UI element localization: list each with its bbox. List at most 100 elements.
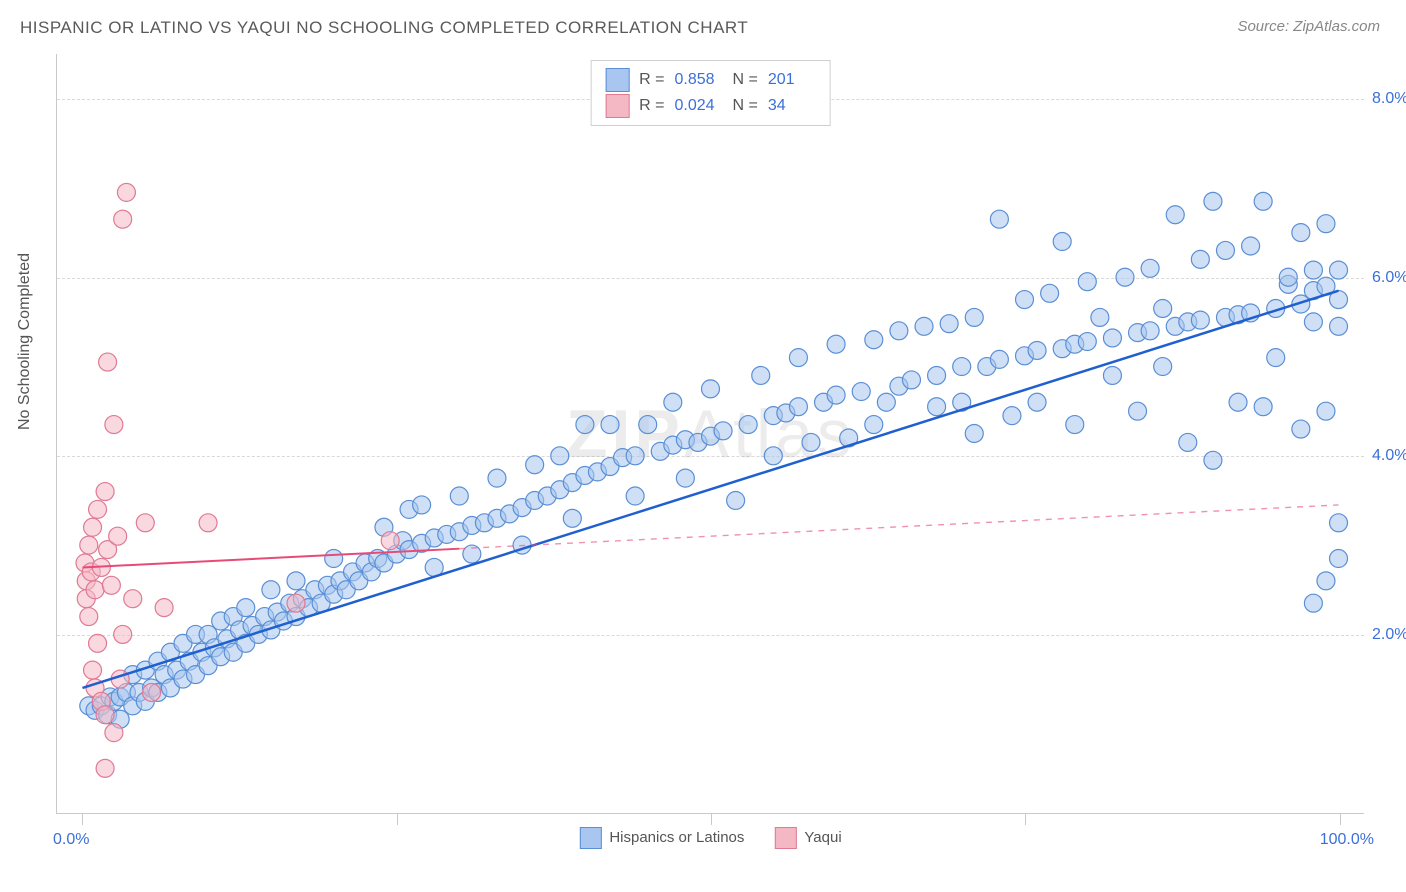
data-point-hispanics <box>287 572 305 590</box>
data-point-hispanics <box>1304 313 1322 331</box>
data-point-hispanics <box>1204 192 1222 210</box>
data-point-hispanics <box>865 331 883 349</box>
x-axis-max-label: 100.0% <box>1320 831 1374 849</box>
data-point-hispanics <box>727 491 745 509</box>
data-point-hispanics <box>965 425 983 443</box>
data-point-hispanics <box>739 416 757 434</box>
data-point-hispanics <box>1041 284 1059 302</box>
data-point-hispanics <box>1016 291 1034 309</box>
data-point-yaqui <box>102 576 120 594</box>
data-point-hispanics <box>789 398 807 416</box>
data-point-hispanics <box>827 335 845 353</box>
data-point-hispanics <box>237 599 255 617</box>
data-point-hispanics <box>1304 261 1322 279</box>
data-point-yaqui <box>109 527 127 545</box>
data-point-yaqui <box>105 724 123 742</box>
data-point-hispanics <box>1103 329 1121 347</box>
data-point-hispanics <box>1191 250 1209 268</box>
plot-area: ZIPAtlas R = 0.858 N = 201 R = 0.024 N =… <box>56 54 1364 814</box>
data-point-yaqui <box>96 706 114 724</box>
data-point-hispanics <box>752 366 770 384</box>
data-point-yaqui <box>86 581 104 599</box>
x-tick <box>82 813 83 825</box>
r-value-yaqui: 0.024 <box>675 93 723 119</box>
data-point-yaqui <box>199 514 217 532</box>
data-point-yaqui <box>287 594 305 612</box>
data-point-hispanics <box>488 469 506 487</box>
r-label: R = <box>639 93 664 119</box>
n-value-yaqui: 34 <box>768 93 816 119</box>
legend-item-yaqui: Yaqui <box>774 827 841 849</box>
data-point-hispanics <box>1330 261 1348 279</box>
data-point-hispanics <box>1330 514 1348 532</box>
x-tick <box>397 813 398 825</box>
n-label: N = <box>733 93 758 119</box>
legend-label-yaqui: Yaqui <box>804 829 841 846</box>
data-point-hispanics <box>940 315 958 333</box>
legend-swatch-hispanics <box>605 68 629 92</box>
data-point-yaqui <box>117 183 135 201</box>
data-point-hispanics <box>1279 268 1297 286</box>
data-point-yaqui <box>143 683 161 701</box>
data-point-yaqui <box>99 353 117 371</box>
data-point-hispanics <box>1254 192 1272 210</box>
data-point-hispanics <box>1116 268 1134 286</box>
data-point-yaqui <box>89 634 107 652</box>
data-point-hispanics <box>890 322 908 340</box>
data-point-hispanics <box>664 393 682 411</box>
legend-label-hispanics: Hispanics or Latinos <box>609 829 744 846</box>
x-tick <box>1025 813 1026 825</box>
y-tick-label: 2.0% <box>1372 626 1406 644</box>
data-point-hispanics <box>928 398 946 416</box>
data-point-hispanics <box>563 509 581 527</box>
data-point-hispanics <box>902 371 920 389</box>
x-tick <box>711 813 712 825</box>
data-point-hispanics <box>928 366 946 384</box>
data-point-yaqui <box>89 500 107 518</box>
data-point-hispanics <box>1053 233 1071 251</box>
r-value-hispanics: 0.858 <box>675 67 723 93</box>
data-point-hispanics <box>325 550 343 568</box>
data-point-hispanics <box>526 456 544 474</box>
data-point-hispanics <box>714 422 732 440</box>
x-axis-min-label: 0.0% <box>53 831 89 849</box>
data-point-hispanics <box>1229 393 1247 411</box>
data-point-yaqui <box>80 608 98 626</box>
data-point-hispanics <box>413 496 431 514</box>
legend-item-hispanics: Hispanics or Latinos <box>579 827 744 849</box>
data-point-hispanics <box>1254 398 1272 416</box>
data-point-hispanics <box>1028 393 1046 411</box>
chart-svg <box>57 54 1364 813</box>
data-point-hispanics <box>1304 594 1322 612</box>
y-tick-label: 4.0% <box>1372 447 1406 465</box>
data-point-hispanics <box>1166 206 1184 224</box>
data-point-yaqui <box>381 532 399 550</box>
r-label: R = <box>639 67 664 93</box>
data-point-hispanics <box>953 358 971 376</box>
data-point-hispanics <box>1317 572 1335 590</box>
data-point-yaqui <box>114 210 132 228</box>
data-point-hispanics <box>877 393 895 411</box>
legend-stats-row-yaqui: R = 0.024 N = 34 <box>605 93 816 119</box>
data-point-yaqui <box>155 599 173 617</box>
data-point-hispanics <box>1091 308 1109 326</box>
data-point-hispanics <box>676 469 694 487</box>
data-point-hispanics <box>1003 407 1021 425</box>
data-point-yaqui <box>114 625 132 643</box>
data-point-yaqui <box>105 416 123 434</box>
legend-stats-box: R = 0.858 N = 201 R = 0.024 N = 34 <box>590 60 831 126</box>
data-point-hispanics <box>1292 224 1310 242</box>
data-point-hispanics <box>865 416 883 434</box>
data-point-hispanics <box>1066 416 1084 434</box>
data-point-hispanics <box>639 416 657 434</box>
legend-stats-row-hispanics: R = 0.858 N = 201 <box>605 67 816 93</box>
data-point-hispanics <box>1028 341 1046 359</box>
data-point-hispanics <box>1317 215 1335 233</box>
data-point-hispanics <box>626 447 644 465</box>
data-point-yaqui <box>96 759 114 777</box>
data-point-hispanics <box>1154 300 1172 318</box>
data-point-hispanics <box>1078 333 1096 351</box>
data-point-hispanics <box>789 349 807 367</box>
chart-title: HISPANIC OR LATINO VS YAQUI NO SCHOOLING… <box>20 18 748 38</box>
data-point-hispanics <box>450 487 468 505</box>
